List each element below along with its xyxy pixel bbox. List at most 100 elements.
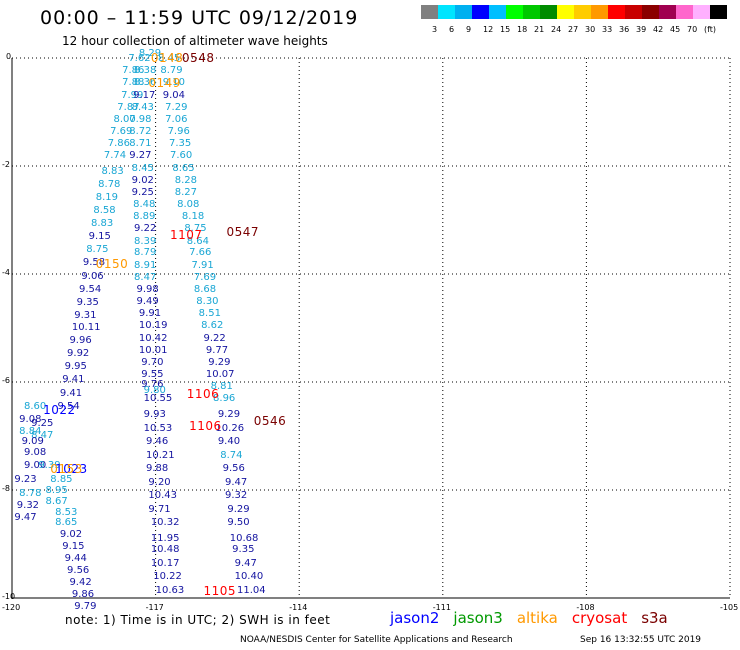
legend-label: 33 xyxy=(602,25,613,34)
wave-height-value: 9.15 xyxy=(62,541,85,553)
legend-swatch xyxy=(591,5,608,19)
satellite-label-altika: altika xyxy=(516,609,558,627)
wave-height-value: 9.32 xyxy=(16,500,40,512)
wave-height-value: 9.80 xyxy=(143,385,166,397)
wave-height-value: 8.00 xyxy=(113,114,136,126)
wave-height-value: 8.67 xyxy=(45,495,68,507)
wave-height-value: 10.40 xyxy=(234,571,264,583)
wave-height-value: 10.01 xyxy=(138,344,168,356)
wave-height-value: 9.17 xyxy=(133,89,156,101)
wave-height-value: 9.54 xyxy=(79,283,102,295)
wave-height-value: 9.71 xyxy=(148,503,171,515)
wave-height-value: 9.88 xyxy=(146,463,169,475)
legend-swatch xyxy=(574,5,591,19)
pass-time-label: 0150 xyxy=(95,257,129,272)
wave-height-value: 10.19 xyxy=(138,320,168,332)
wave-height-value: 8.58 xyxy=(93,205,116,217)
wave-height-value: 8.60 xyxy=(23,401,47,413)
wave-height-value: 9.00 xyxy=(23,459,47,471)
wave-height-value: 9.29 xyxy=(227,503,250,515)
wave-height-value: 8.45 xyxy=(157,53,181,64)
wave-height-value: 8.78 xyxy=(98,178,121,190)
wave-height-value: 9.44 xyxy=(64,553,87,565)
wave-height-value: 9.40 xyxy=(217,436,241,448)
wave-height-value: 7.88 xyxy=(122,77,145,89)
wave-height-value: 7.62 xyxy=(128,53,151,64)
wave-height-value: 9.20 xyxy=(148,476,171,488)
pass-time-label: 1106 xyxy=(186,386,220,401)
wave-height-value: 9.95 xyxy=(64,361,87,373)
wave-height-value: 7.35 xyxy=(169,138,192,150)
wave-height-value: 9.29 xyxy=(208,357,231,369)
wave-height-value: 9.15 xyxy=(88,231,111,243)
page-title: 00:00 – 11:59 UTC 09/12/2019 xyxy=(40,7,359,29)
y-tick-label: 0 xyxy=(6,52,12,61)
legend-swatch xyxy=(608,5,625,19)
wave-height-value: 9.23 xyxy=(14,474,37,486)
wave-height-value: 8.08 xyxy=(177,198,200,210)
wave-height-value: 8.83 xyxy=(101,165,124,177)
wave-height-value: 10.42 xyxy=(138,332,168,344)
pass-time-label: 0148 xyxy=(150,50,184,65)
legend-label: 9 xyxy=(466,25,472,34)
wave-height-value: 9.08 xyxy=(23,447,47,459)
wave-height-value: 9.47 xyxy=(234,557,257,569)
wave-height-value: 7.99 xyxy=(121,89,144,101)
wave-height-value: 9.39 xyxy=(38,459,61,471)
wave-height-value: 8.36 xyxy=(134,77,157,89)
legend-swatch xyxy=(710,5,727,19)
wave-height-value: 9.92 xyxy=(67,348,90,360)
wave-height-value: 8.38 xyxy=(134,64,157,76)
legend-swatch xyxy=(642,5,659,19)
satellite-label-jason2: jason2 xyxy=(390,609,440,627)
wave-height-value: 10.68 xyxy=(229,532,259,544)
wave-height-value: 9.42 xyxy=(69,576,92,588)
wave-height-value: 8.84 xyxy=(19,425,42,437)
wave-height-value: 7.98 xyxy=(129,114,152,126)
wave-height-value: 7.69 xyxy=(110,125,133,137)
wave-height-value: 9.09 xyxy=(21,436,44,448)
wave-height-value: 8.72 xyxy=(129,125,152,137)
legend-swatch xyxy=(438,5,455,19)
wave-height-value: 9.47 xyxy=(14,512,37,523)
wave-height-value: 8.81 xyxy=(210,381,233,393)
wave-height-value: 8.62 xyxy=(201,320,224,332)
pass-time-label: 1105 xyxy=(203,583,236,598)
wave-height-value: 9.22 xyxy=(203,332,226,344)
wave-height-value: 10.07 xyxy=(205,368,235,380)
wave-height-value: 9.76 xyxy=(141,378,164,390)
wave-height-value: 9.58 xyxy=(82,257,106,269)
wave-height-value: 10.48 xyxy=(150,544,180,556)
wave-height-value: 10.11 xyxy=(71,322,101,334)
wave-height-value: 9.93 xyxy=(143,409,166,421)
wave-height-value: 10.63 xyxy=(155,584,185,596)
legend-label: (ft) xyxy=(704,25,717,34)
wave-height-value: 9.27 xyxy=(129,150,152,162)
legend-swatch xyxy=(489,5,506,19)
pass-time-label: 1022 xyxy=(43,403,76,417)
wave-height-value: 9.02 xyxy=(59,529,83,541)
wave-height-value: 9.54 xyxy=(57,401,80,413)
page-subtitle: 12 hour collection of altimeter wave hei… xyxy=(62,34,328,48)
wave-height-value: 7.69 xyxy=(193,271,217,283)
wave-height-value: 8.91 xyxy=(134,259,157,271)
legend-label: 18 xyxy=(517,25,528,34)
legend-label: 12 xyxy=(483,25,494,34)
wave-height-value: 9.86 xyxy=(71,588,95,600)
legend-label: 24 xyxy=(551,25,562,34)
pass-time-label: 0548 xyxy=(181,50,215,65)
wave-height-value: 7.91 xyxy=(191,259,214,271)
wave-height-value: 10.26 xyxy=(215,422,245,434)
pass-time-label: 1107 xyxy=(169,227,203,242)
wave-height-value: 9.91 xyxy=(138,308,162,320)
wave-height-value: 8.83 xyxy=(90,218,114,230)
legend-swatch xyxy=(557,5,574,19)
wave-height-value: 8.64 xyxy=(186,235,209,247)
wave-height-value: 8.39 xyxy=(134,235,157,247)
legend-swatch xyxy=(506,5,523,19)
wave-height-value: 7.86 xyxy=(107,138,130,150)
wave-height-value: 7.74 xyxy=(103,150,127,162)
units-note: note: 1) Time is in UTC; 2) SWH is in fe… xyxy=(65,613,331,627)
wave-height-value: 9.46 xyxy=(146,436,169,448)
